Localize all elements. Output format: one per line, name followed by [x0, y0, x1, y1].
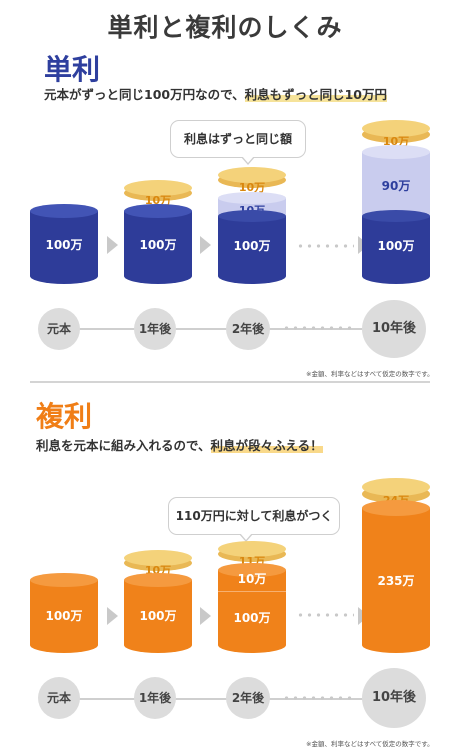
simple-desc-highlight: 利息もずっと同じ10万円	[244, 87, 387, 102]
section-divider	[30, 381, 430, 383]
timeline-step-2y: 2年後	[226, 677, 270, 719]
simple-principal-cylinder-y2: 100万	[218, 210, 286, 284]
compound-interest-description: 利息を元本に組み入れるので、利息が段々ふえる！	[36, 435, 323, 454]
timeline-line	[64, 328, 364, 330]
arrow-icon	[200, 607, 211, 625]
timeline-line	[64, 698, 364, 700]
timeline-step-10y: 10年後	[362, 300, 426, 358]
timeline-step-2y: 2年後	[226, 308, 270, 350]
timeline-step-1y: 1年後	[134, 677, 176, 719]
compound-principal-cylinder-y2: 10万 100万	[218, 563, 286, 653]
compound-interest-coin-y2: 11万	[218, 541, 286, 568]
simple-principal-label-y10: 100万	[377, 239, 415, 253]
simple-interest-description: 元本がずっと同じ100万円なので、利息もずっと同じ10万円	[44, 84, 387, 103]
compound-interest-coin-y10: 24万	[362, 478, 430, 507]
timeline-dots	[282, 326, 352, 330]
compound-principal-label-y2: 100万	[233, 611, 271, 625]
arrow-icon	[107, 607, 118, 625]
simple-interest-label-y10: 10万	[382, 135, 410, 148]
simple-interest-heading: 単利	[44, 53, 101, 86]
simple-principal-label-y1: 100万	[139, 238, 177, 252]
compound-principal-cylinder-y1: 100万	[124, 573, 192, 653]
compound-principal-label-y1: 100万	[139, 609, 177, 623]
timeline-dots	[282, 696, 352, 700]
simple-interest-coin-y10: 10万	[362, 120, 430, 148]
timeline-dots	[296, 244, 354, 248]
timeline-step-1y: 1年後	[134, 308, 176, 350]
simple-principal-cylinder-y1: 100万	[124, 204, 192, 284]
page-title: 単利と複利のしくみ	[107, 13, 343, 42]
simple-desc-text: 元本がずっと同じ100万円なので、	[44, 87, 245, 102]
arrow-icon	[107, 236, 118, 254]
simple-accumulated-label-y10: 90万	[381, 179, 411, 193]
compound-interest-heading: 複利	[36, 400, 93, 433]
simple-principal-cylinder-y10: 100万	[362, 210, 430, 284]
simple-interest-bubble: 利息はずっと同じ額	[170, 120, 306, 165]
simple-principal-cylinder: 100万	[30, 204, 98, 284]
timeline-dots	[296, 613, 354, 617]
timeline-step-10y: 10年後	[362, 668, 426, 728]
layer-divider	[218, 591, 286, 592]
simple-principal-label: 100万	[45, 238, 83, 252]
simple-interest-coin-y2: 10万	[218, 167, 286, 194]
compound-principal-label: 100万	[45, 609, 83, 623]
compound-total-cylinder-y10: 235万	[362, 500, 430, 653]
timeline-step-principal: 元本	[38, 677, 80, 719]
compound-disclaimer: ※金額、利率などはすべて仮定の数字です。	[306, 740, 434, 748]
simple-interest-label-y1: 10万	[144, 194, 172, 207]
compound-reinvested-label-y2: 10万	[237, 572, 267, 586]
compound-desc-highlight: 利息が段々ふえる！	[210, 438, 323, 453]
timeline-step-principal: 元本	[38, 308, 80, 350]
compound-principal-cylinder: 100万	[30, 573, 98, 653]
compound-interest-bubble: 110万円に対して利息がつく	[168, 497, 340, 542]
compound-total-label-y10: 235万	[377, 574, 415, 588]
simple-interest-coin-y1: 10万	[124, 180, 192, 207]
arrow-icon	[200, 236, 211, 254]
compound-interest-coin-y1: 10万	[124, 550, 192, 577]
simple-interest-label-y2: 10万	[238, 181, 266, 194]
compound-desc-text: 利息を元本に組み入れるので、	[36, 438, 211, 453]
simple-disclaimer: ※金額、利率などはすべて仮定の数字です。	[306, 370, 434, 378]
simple-principal-label-y2: 100万	[233, 239, 271, 253]
